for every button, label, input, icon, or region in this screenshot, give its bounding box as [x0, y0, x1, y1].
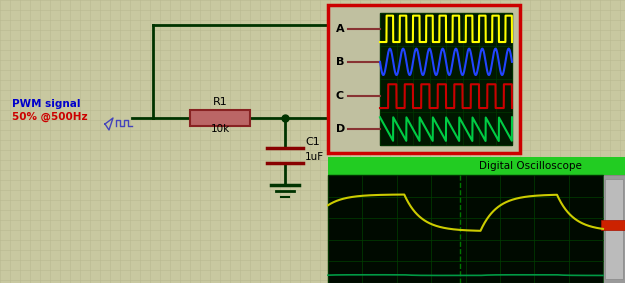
Text: D: D [336, 124, 345, 134]
Text: 50% @500Hz: 50% @500Hz [12, 112, 88, 122]
Text: Digital Oscilloscope: Digital Oscilloscope [479, 161, 581, 171]
Bar [603, 175, 625, 283]
Text: C: C [336, 91, 344, 101]
Bar [380, 13, 512, 145]
Bar [190, 110, 250, 126]
Text: R1: R1 [213, 97, 228, 107]
Text: A: A [336, 24, 344, 34]
Text: 10k: 10k [211, 124, 229, 134]
Text: 1uF: 1uF [305, 152, 324, 162]
Text: C1: C1 [305, 137, 320, 147]
Bar [328, 157, 625, 175]
Bar [601, 220, 625, 230]
Bar [605, 179, 623, 279]
Text: PWM signal: PWM signal [12, 99, 81, 109]
Bar [328, 175, 603, 283]
Text: B: B [336, 57, 344, 67]
Bar [328, 5, 520, 153]
